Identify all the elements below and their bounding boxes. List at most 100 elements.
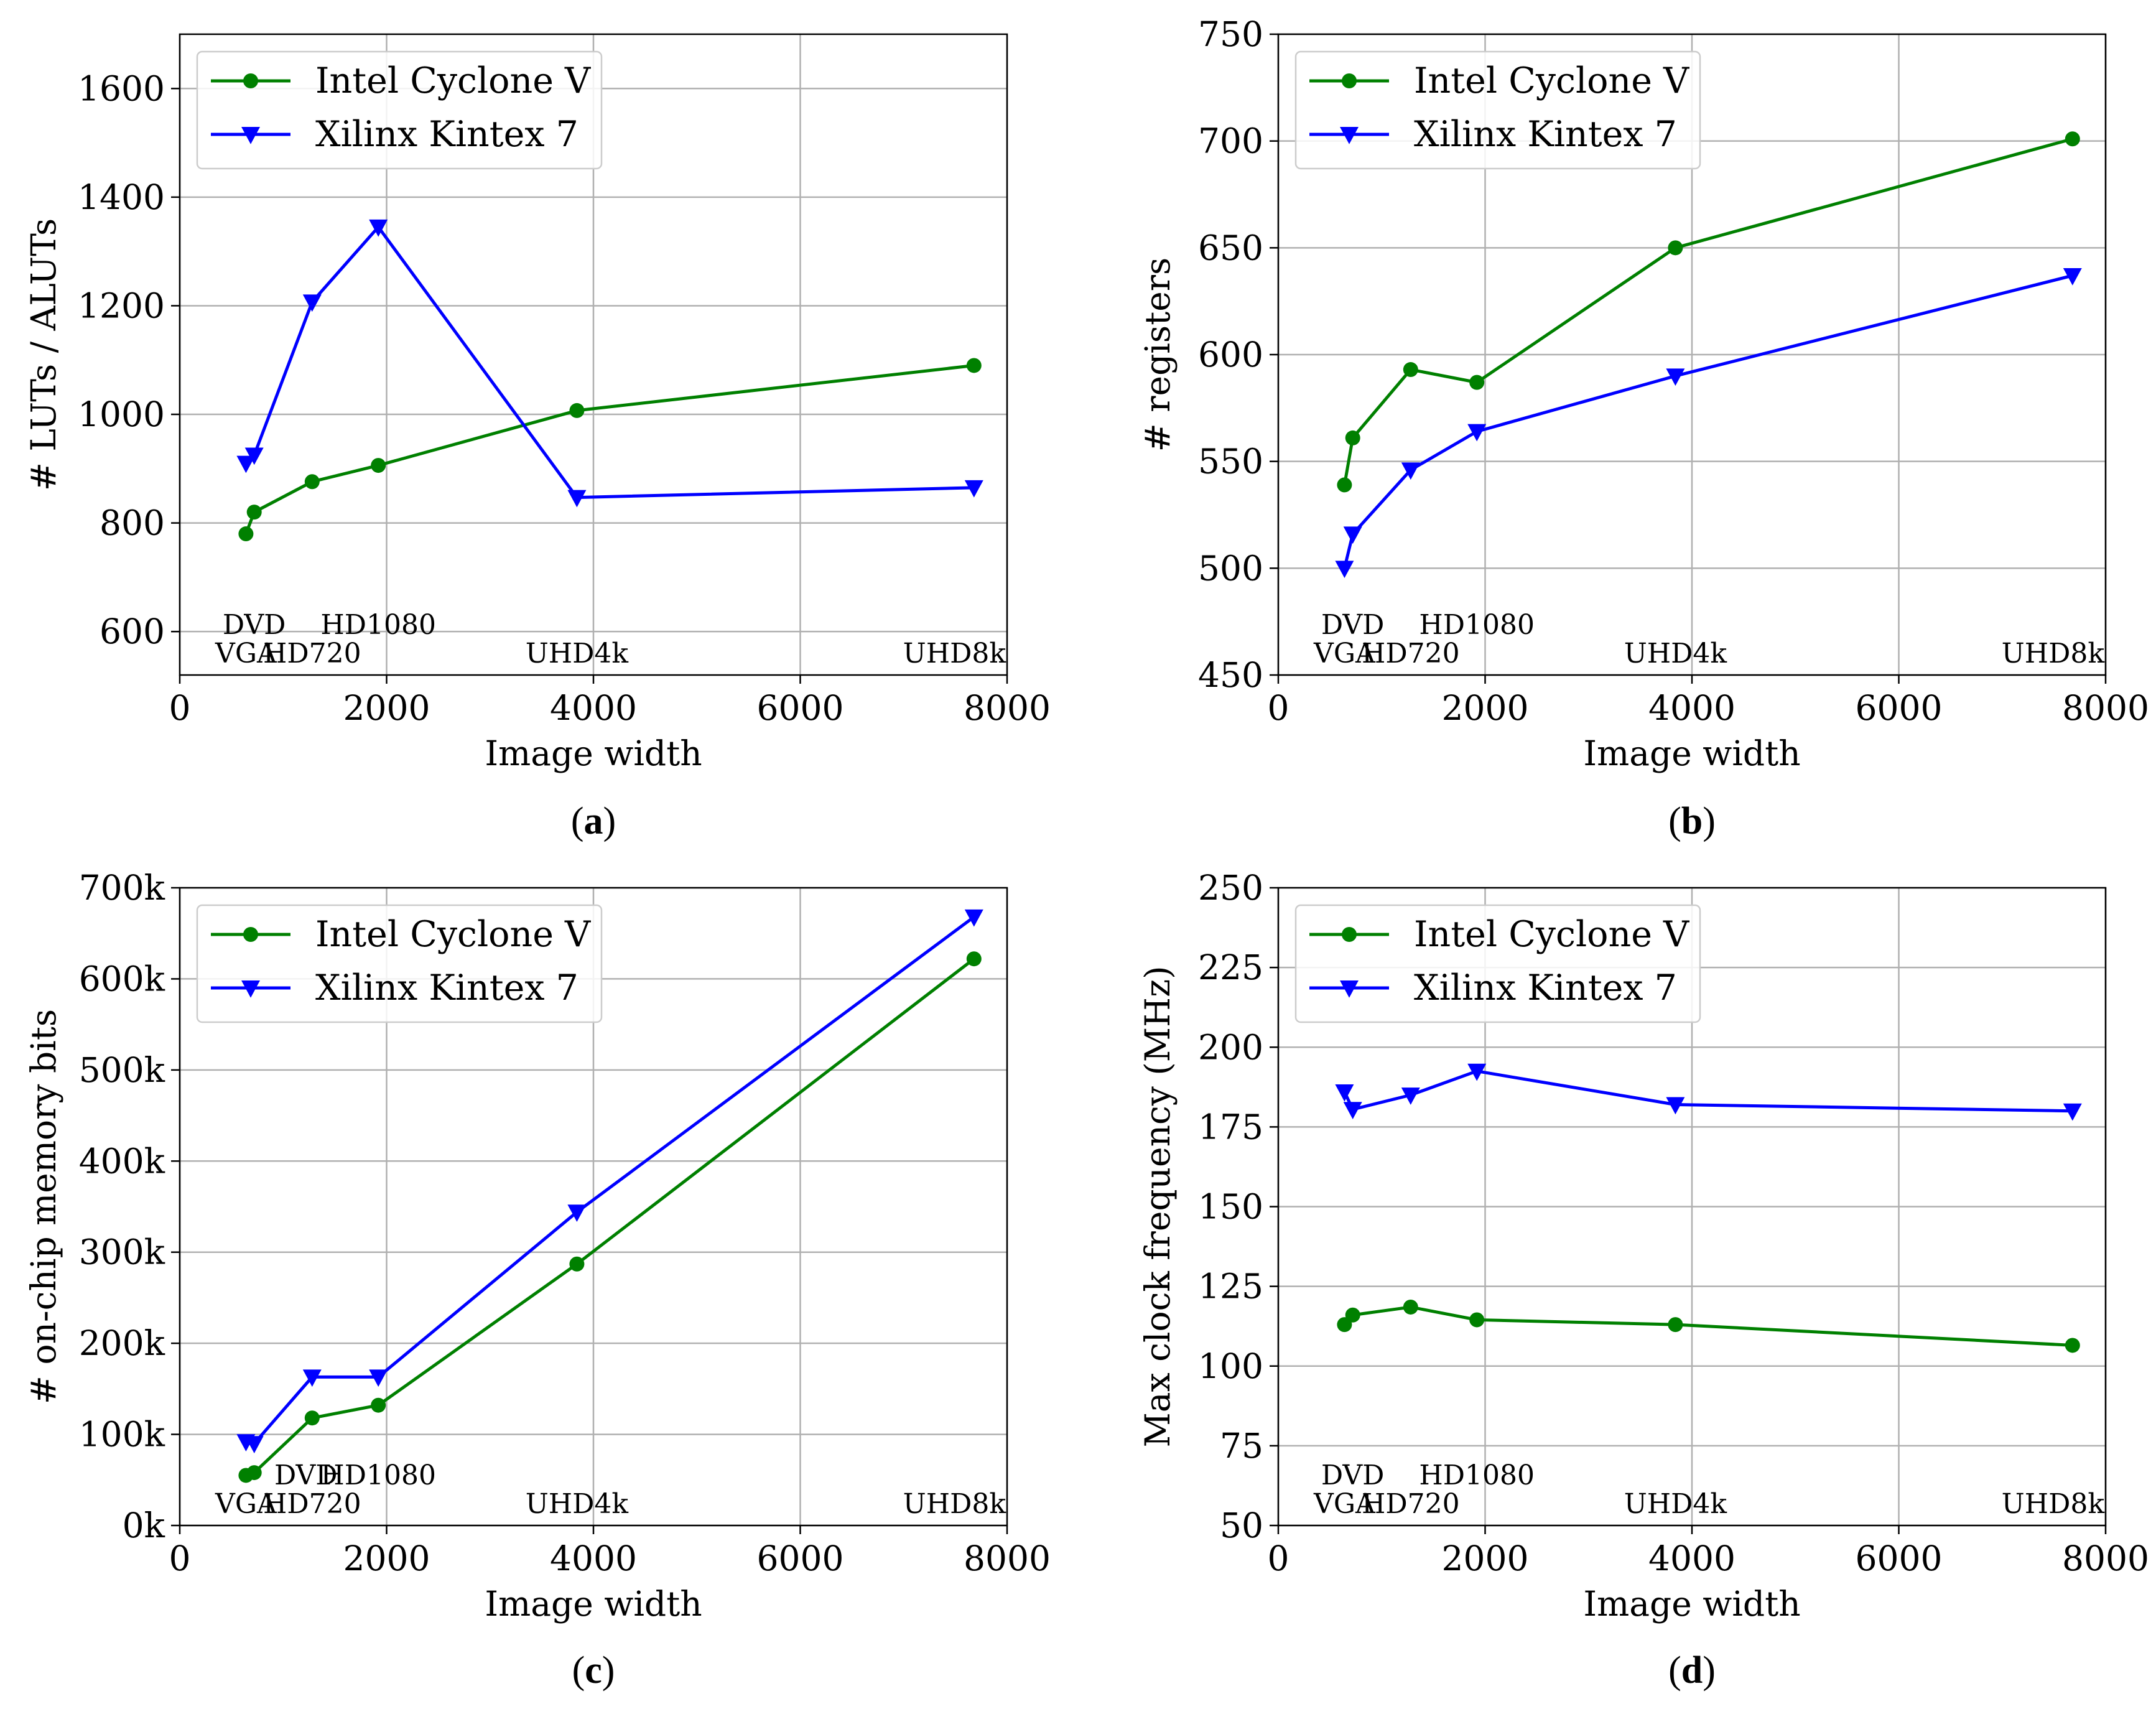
panel-caption: (b): [1668, 800, 1716, 842]
legend-label: Intel Cyclone V: [315, 60, 591, 101]
x-tick-label: 2000: [343, 1539, 430, 1578]
y-tick-label: 150: [1198, 1187, 1263, 1227]
resolution-label-uhd8k: UHD8k: [903, 1488, 1006, 1520]
caption-open-paren: (: [572, 1649, 585, 1692]
legend-box: [1294, 50, 1701, 170]
y-tick-label: 300k: [79, 1232, 165, 1272]
legend-marker: [241, 127, 260, 144]
legend-marker: [1342, 927, 1357, 942]
legend-item-xilinx-kintex-7: Xilinx Kintex 7: [1309, 114, 1677, 155]
plot-frame: [179, 887, 1008, 1527]
data-point: [1401, 1087, 1420, 1105]
resolution-label-vga: VGA: [1313, 1488, 1376, 1520]
legend-label: Xilinx Kintex 7: [1414, 967, 1677, 1008]
data-point: [1467, 1063, 1487, 1081]
legend-box: [196, 904, 603, 1023]
data-point: [246, 505, 262, 520]
data-point: [1668, 240, 1683, 256]
y-tick-label: 750: [1198, 14, 1263, 54]
resolution-label-dvd: DVD: [223, 609, 286, 641]
data-point: [371, 458, 386, 473]
resolution-label-hd1080: HD1080: [1419, 609, 1535, 641]
y-tick-label: 75: [1220, 1426, 1263, 1466]
data-point: [1345, 1307, 1360, 1323]
y-tick-label: 200: [1198, 1027, 1263, 1067]
y-tick-label: 600: [1198, 335, 1263, 375]
data-point: [369, 1369, 388, 1387]
legend: Intel Cyclone V Xilinx Kintex 7: [1294, 50, 1701, 170]
caption-open-paren: (: [1668, 800, 1681, 842]
caption-close-paren: ): [1703, 800, 1716, 842]
series-xilinx-kintex-7: [1335, 268, 2082, 579]
data-point: [369, 219, 388, 237]
x-tick-label: 8000: [964, 1539, 1051, 1578]
resolution-label-dvd: DVD: [1321, 609, 1385, 641]
y-axis-label: # on-chip memory bits: [24, 1009, 63, 1404]
y-tick-label: 1200: [78, 286, 165, 325]
x-tick-label: 6000: [757, 1539, 844, 1578]
y-tick-label: 100k: [79, 1415, 165, 1455]
resolution-label-hd1080: HD1080: [320, 609, 436, 641]
y-tick-label: 1400: [78, 177, 165, 217]
chart-b: 0 2000 4000 6000 8000 450 500 550 600 650 700 750 Im…: [1138, 14, 2149, 842]
resolution-label-dvd: DVD: [1321, 1460, 1385, 1491]
data-point: [569, 1256, 585, 1272]
y-axis-label: # registers: [1138, 258, 1178, 452]
resolution-label-vga: VGA: [1313, 638, 1376, 669]
y-axis-label: # LUTs / ALUTs: [24, 218, 63, 491]
resolution-label-uhd4k: UHD4k: [526, 638, 629, 669]
data-point: [569, 403, 585, 418]
data-point: [302, 1369, 322, 1387]
legend-label: Intel Cyclone V: [315, 914, 591, 955]
legend-marker: [243, 927, 258, 942]
x-tick-label: 0: [1268, 688, 1289, 728]
data-point: [1666, 368, 1685, 386]
data-point: [246, 1465, 262, 1481]
data-point: [1467, 424, 1487, 442]
legend-item-xilinx-kintex-7: Xilinx Kintex 7: [211, 114, 578, 155]
legend-item-xilinx-kintex-7: Xilinx Kintex 7: [1309, 967, 1677, 1008]
data-point: [964, 480, 983, 498]
data-point: [1337, 477, 1352, 493]
x-tick-label: 2000: [1442, 1539, 1529, 1578]
resolution-label-vga: VGA: [215, 1488, 277, 1520]
x-tick-label: 8000: [964, 688, 1051, 728]
data-point: [966, 951, 982, 967]
resolution-label-hd720: HD720: [263, 638, 361, 669]
data-point: [1343, 1102, 1362, 1119]
data-point: [302, 294, 322, 312]
legend-marker: [1340, 127, 1359, 144]
resolution-label-hd720: HD720: [1362, 638, 1460, 669]
x-tick-label: 6000: [757, 688, 844, 728]
caption-close-paren: ): [603, 800, 616, 842]
x-tick-label: 0: [169, 688, 191, 728]
y-tick-label: 50: [1220, 1506, 1263, 1545]
legend-marker: [1342, 73, 1357, 88]
x-tick-label: 2000: [343, 688, 430, 728]
data-point: [2065, 131, 2080, 147]
y-tick-label: 600k: [79, 959, 165, 999]
data-point: [1469, 1312, 1485, 1328]
data-point: [1666, 1097, 1685, 1115]
legend-marker: [243, 73, 258, 88]
resolution-label-uhd8k: UHD8k: [2002, 638, 2105, 669]
caption-letter: a: [584, 800, 603, 842]
resolution-label-uhd8k: UHD8k: [2002, 1488, 2105, 1520]
y-tick-label: 1000: [78, 394, 165, 434]
data-point: [244, 1436, 264, 1453]
y-tick-label: 450: [1198, 655, 1263, 695]
caption-open-paren: (: [571, 800, 584, 842]
x-tick-label: 0: [1268, 1539, 1289, 1578]
data-point: [1335, 561, 1354, 579]
y-tick-label: 650: [1198, 228, 1263, 268]
y-tick-label: 250: [1198, 868, 1263, 908]
legend: Intel Cyclone V Xilinx Kintex 7: [1294, 904, 1701, 1023]
y-tick-label: 550: [1198, 442, 1263, 482]
data-point: [1469, 375, 1485, 390]
series-intel-cyclone-v: [238, 951, 982, 1483]
data-point: [1668, 1317, 1683, 1333]
caption-close-paren: ): [1703, 1649, 1716, 1692]
resolution-label-hd720: HD720: [263, 1488, 361, 1520]
resolution-label-uhd4k: UHD4k: [526, 1488, 629, 1520]
